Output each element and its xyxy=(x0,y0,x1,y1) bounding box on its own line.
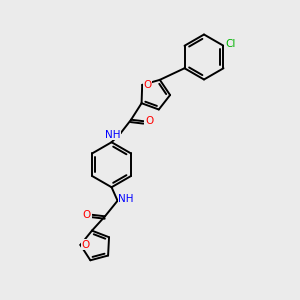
Text: Cl: Cl xyxy=(225,39,235,49)
Text: O: O xyxy=(145,116,153,126)
Text: NH: NH xyxy=(118,194,134,204)
Text: NH: NH xyxy=(105,130,121,140)
Text: O: O xyxy=(83,210,91,220)
Text: O: O xyxy=(82,240,90,250)
Text: O: O xyxy=(143,80,152,90)
